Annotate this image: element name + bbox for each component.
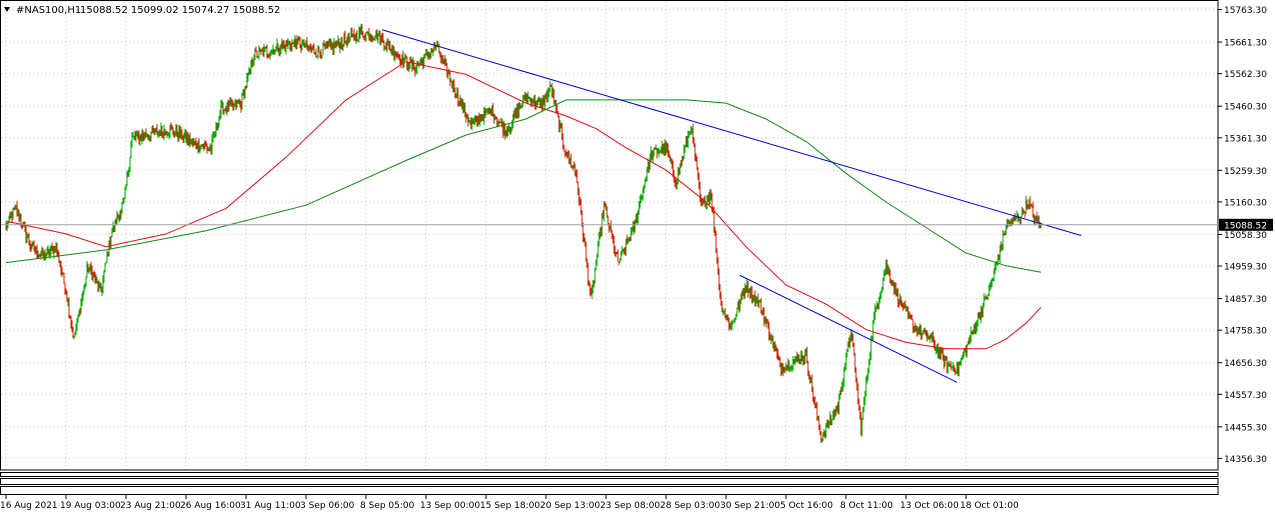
y-tick-label: 15661.30: [1224, 39, 1267, 49]
current-price-marker: 15088.52: [1219, 218, 1273, 231]
y-tick-label: 15259.30: [1224, 167, 1267, 177]
plot-frame: [0, 0, 1219, 471]
frame: [0, 0, 1219, 495]
y-tick-label: 14557.30: [1224, 391, 1267, 401]
y-tick-label: 14455.30: [1224, 423, 1267, 433]
x-tick-label: 23 Aug 21:00: [120, 501, 181, 511]
x-tick-label: 18 Oct 01:00: [960, 501, 1019, 511]
x-tick-label: 15 Sep 18:00: [480, 501, 540, 511]
x-tick-label: 5 Oct 16:00: [780, 501, 833, 511]
symbol-label: #NAS100,H1: [16, 5, 81, 16]
trendline-lower: [739, 274, 958, 383]
indicator-strip: [0, 472, 1219, 477]
trendline-upper: [381, 29, 1082, 236]
price-label: 15088.52: [1224, 221, 1267, 231]
y-axis: 15763.30 15661.30 15562.30 15460.30 15361.30…: [1218, 6, 1267, 465]
x-tick-label: 3 Sep 06:00: [300, 501, 355, 511]
x-tick-label: 31 Aug 11:00: [240, 501, 301, 511]
y-tick-label: 14959.30: [1224, 263, 1267, 273]
y-tick-label: 15460.30: [1224, 103, 1267, 113]
x-axis: 16 Aug 2021 19 Aug 03:00 23 Aug 21:00 26 Au…: [0, 495, 1019, 511]
y-tick-label: 15562.30: [1224, 70, 1267, 80]
y-tick-label: 15361.30: [1224, 134, 1267, 144]
x-tick-label: 19 Aug 03:00: [60, 501, 121, 511]
ohlc-readout: 15088.52 15099.02 15074.27 15088.52: [80, 5, 280, 16]
moving-averages: [5, 61, 1042, 350]
time-axis-frame: [0, 486, 1219, 495]
y-tick-label: 15058.30: [1224, 231, 1267, 241]
x-tick-label: 16 Aug 2021: [0, 501, 58, 511]
y-tick-label: 15160.30: [1224, 198, 1267, 208]
x-tick-label: 30 Sep 21:00: [720, 501, 780, 511]
moving-average-fast-line: [5, 61, 1042, 350]
x-tick-label: 20 Sep 13:00: [540, 501, 600, 511]
x-tick-label: 26 Aug 16:00: [180, 501, 241, 511]
candles: [5, 23, 1042, 443]
x-tick-label: 28 Sep 03:00: [660, 501, 720, 511]
indicator-strip: [0, 478, 1219, 485]
y-tick-label: 15763.30: [1224, 6, 1267, 16]
chart-header: #NAS100,H1 15088.52 15099.02 15074.27 15…: [4, 5, 280, 16]
moving-average-slow-line: [5, 99, 1042, 273]
x-tick-label: 8 Oct 11:00: [840, 501, 893, 511]
x-tick-label: 13 Oct 06:00: [900, 501, 959, 511]
x-tick-label: 13 Sep 00:00: [420, 501, 480, 511]
y-tick-label: 14656.30: [1224, 359, 1267, 369]
grid: [1, 1, 1218, 470]
y-tick-label: 14758.30: [1224, 327, 1267, 337]
y-tick-label: 14356.30: [1224, 455, 1267, 465]
x-tick-label: 8 Sep 05:00: [360, 501, 415, 511]
x-tick-label: 23 Sep 08:00: [600, 501, 660, 511]
triangle-down-icon[interactable]: [4, 7, 10, 12]
price-label-box: [1219, 218, 1273, 231]
y-tick-label: 14857.30: [1224, 295, 1267, 305]
trendlines: [381, 29, 1082, 383]
